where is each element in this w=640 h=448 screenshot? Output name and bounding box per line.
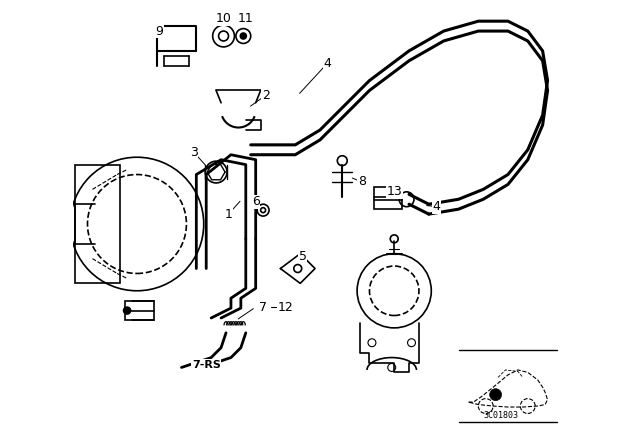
Text: 7-RS: 7-RS [192,360,221,370]
Text: 13: 13 [387,185,402,198]
Circle shape [294,265,301,272]
Bar [125,301,154,320]
Text: 3: 3 [190,146,198,159]
Text: 1: 1 [225,207,232,220]
Text: 2: 2 [262,89,269,102]
Text: 6: 6 [252,195,260,208]
Circle shape [490,389,502,401]
Text: 8: 8 [358,176,366,189]
Text: 10: 10 [216,12,232,25]
Circle shape [124,307,131,314]
Circle shape [241,33,246,39]
Text: 9: 9 [156,25,163,38]
Text: 7: 7 [259,301,267,314]
FancyBboxPatch shape [75,164,120,284]
Text: 12: 12 [278,301,293,314]
Text: 11: 11 [238,12,253,25]
Text: 5: 5 [299,250,307,263]
Text: 4: 4 [432,200,440,213]
Text: 4: 4 [323,57,332,70]
Text: 3C01803: 3C01803 [483,411,518,420]
FancyBboxPatch shape [374,187,402,209]
